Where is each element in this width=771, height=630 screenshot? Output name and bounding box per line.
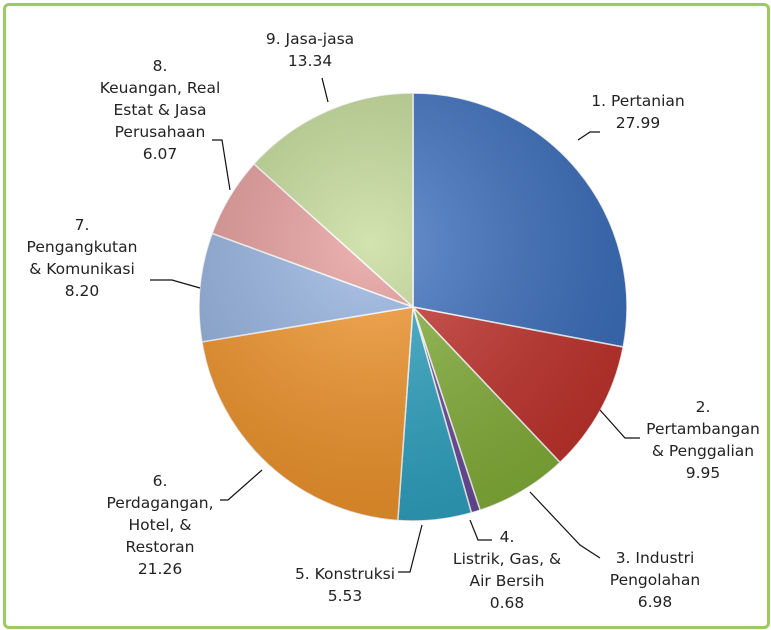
value-label: 6.98	[637, 593, 673, 611]
category-label: 5. Konstruksi	[294, 565, 396, 583]
pie-slice	[201, 306, 414, 522]
leader-line	[577, 131, 600, 141]
category-label: 2. Pertambangan & Penggalian	[646, 398, 760, 460]
leader-line	[150, 279, 201, 289]
category-label: 9. Jasa-jasa	[265, 30, 355, 48]
value-label: 0.68	[489, 594, 525, 612]
leader-lines	[150, 77, 640, 573]
leader-line	[469, 519, 492, 541]
category-label: 4. Listrik, Gas, & Air Bersih	[452, 528, 562, 590]
value-label: 5.53	[327, 587, 363, 605]
slice-label: 2. Pertambangan & Penggalian 9.95	[646, 396, 760, 484]
slice-label: 5. Konstruksi 5.53	[295, 563, 395, 607]
slice-label: 1. Pertanian 27.99	[591, 90, 684, 134]
value-label: 27.99	[615, 114, 661, 132]
value-label: 8.20	[64, 282, 100, 300]
slice-label: 8. Keuangan, Real Estat & Jasa Perusahaa…	[100, 55, 221, 165]
slice-label: 7. Pengangkutan & Komunikasi 8.20	[27, 214, 138, 302]
chart-frame	[3, 3, 770, 629]
slice-label: 4. Listrik, Gas, & Air Bersih 0.68	[453, 526, 561, 614]
category-label: 3. Industri Pengolahan	[609, 549, 701, 589]
leader-line	[212, 139, 231, 191]
category-label: 7. Pengangkutan & Komunikasi	[26, 216, 138, 278]
category-label: 6. Perdagangan, Hotel, & Restoran	[106, 472, 214, 556]
value-label: 21.26	[137, 560, 183, 578]
category-label: 8. Keuangan, Real Estat & Jasa Perusahaa…	[99, 57, 221, 141]
value-label: 13.34	[287, 52, 333, 70]
leader-line	[529, 491, 601, 559]
leader-line	[220, 469, 263, 501]
value-label: 6.07	[142, 145, 178, 163]
category-label: 1. Pertanian	[591, 92, 685, 110]
leader-line	[599, 409, 640, 439]
leader-line	[398, 524, 423, 573]
value-label: 9.95	[685, 464, 721, 482]
leader-line	[321, 77, 329, 103]
slice-label: 6. Perdagangan, Hotel, & Restoran 21.26	[106, 470, 213, 580]
slice-label: 9. Jasa-jasa 13.34	[266, 28, 354, 72]
slices	[198, 92, 628, 522]
slice-label: 3. Industri Pengolahan 6.98	[610, 547, 700, 613]
